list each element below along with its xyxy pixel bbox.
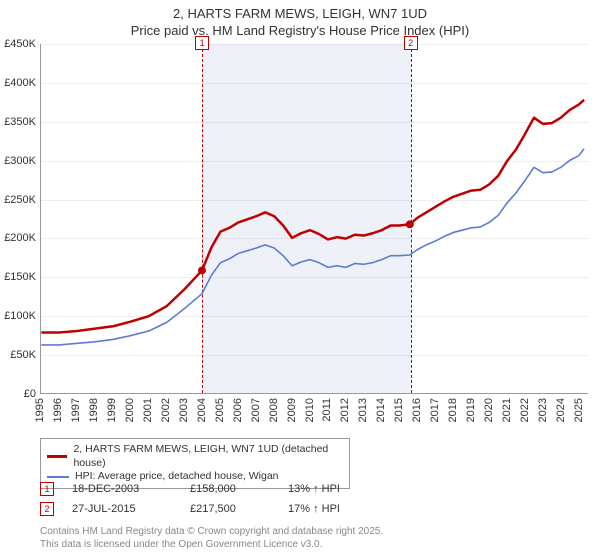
x-tick-label: 2017	[429, 398, 441, 422]
marker-dot	[406, 220, 414, 228]
x-tick-label: 1997	[70, 398, 82, 422]
legend-swatch	[47, 476, 69, 478]
x-tick-label: 2024	[555, 398, 567, 422]
x-tick-label: 2005	[214, 398, 226, 422]
line-series-svg	[41, 44, 588, 393]
y-tick-label: £400K	[0, 77, 36, 89]
title-line-2: Price paid vs. HM Land Registry's House …	[0, 23, 600, 40]
x-tick-label: 2019	[465, 398, 477, 422]
x-tick-label: 2009	[286, 398, 298, 422]
x-tick-label: 2002	[160, 398, 172, 422]
sale-row: 1 18-DEC-2003 £158,000 13% ↑ HPI	[40, 482, 588, 496]
sale-badge: 2	[40, 502, 54, 516]
plot-region: 12	[40, 44, 588, 394]
x-tick-label: 2001	[142, 398, 154, 422]
chart-title: 2, HARTS FARM MEWS, LEIGH, WN7 1UD Price…	[0, 0, 600, 40]
y-tick-label: £100K	[0, 310, 36, 322]
legend-label: 2, HARTS FARM MEWS, LEIGH, WN7 1UD (deta…	[73, 443, 343, 470]
x-tick-label: 2020	[483, 398, 495, 422]
series-line	[41, 149, 584, 345]
sale-records: 1 18-DEC-2003 £158,000 13% ↑ HPI 2 27-JU…	[40, 482, 588, 522]
x-tick-label: 2011	[321, 398, 333, 422]
sale-price: £158,000	[190, 483, 270, 495]
marker-dot	[198, 266, 206, 274]
x-tick-label: 2025	[573, 398, 585, 422]
sale-hpi: 13% ↑ HPI	[288, 483, 378, 495]
attribution-line-1: Contains HM Land Registry data © Crown c…	[40, 526, 383, 539]
x-tick-label: 2023	[537, 398, 549, 422]
sale-hpi: 17% ↑ HPI	[288, 503, 378, 515]
sale-date: 18-DEC-2003	[72, 483, 172, 495]
x-tick-label: 2007	[250, 398, 262, 422]
x-tick-label: 1995	[34, 398, 46, 422]
x-tick-label: 2018	[447, 398, 459, 422]
sale-badge: 1	[40, 482, 54, 496]
x-tick-label: 1998	[88, 398, 100, 422]
x-tick-label: 2013	[357, 398, 369, 422]
x-tick-label: 2021	[501, 398, 513, 422]
x-tick-label: 2008	[268, 398, 280, 422]
x-tick-label: 2004	[196, 398, 208, 422]
y-tick-label: £350K	[0, 116, 36, 128]
x-tick-label: 2022	[519, 398, 531, 422]
chart-area: 12	[40, 44, 588, 394]
x-tick-label: 2003	[178, 398, 190, 422]
x-tick-label: 2014	[375, 398, 387, 422]
attribution-line-2: This data is licensed under the Open Gov…	[40, 539, 383, 552]
y-tick-label: £150K	[0, 271, 36, 283]
x-tick-label: 2016	[411, 398, 423, 422]
y-tick-label: £250K	[0, 194, 36, 206]
legend-item: 2, HARTS FARM MEWS, LEIGH, WN7 1UD (deta…	[47, 443, 343, 470]
sale-price: £217,500	[190, 503, 270, 515]
sale-row: 2 27-JUL-2015 £217,500 17% ↑ HPI	[40, 502, 588, 516]
x-tick-label: 2015	[393, 398, 405, 422]
y-tick-label: £450K	[0, 38, 36, 50]
title-line-1: 2, HARTS FARM MEWS, LEIGH, WN7 1UD	[0, 6, 600, 23]
x-tick-label: 2010	[304, 398, 316, 422]
x-tick-label: 2006	[232, 398, 244, 422]
y-tick-label: £200K	[0, 232, 36, 244]
legend-swatch	[47, 455, 67, 458]
y-tick-label: £300K	[0, 155, 36, 167]
x-tick-label: 2000	[124, 398, 136, 422]
series-line	[41, 100, 584, 333]
x-tick-label: 2012	[339, 398, 351, 422]
attribution-text: Contains HM Land Registry data © Crown c…	[40, 526, 383, 551]
y-tick-label: £0	[0, 388, 36, 400]
x-tick-label: 1996	[52, 398, 64, 422]
y-tick-label: £50K	[0, 349, 36, 361]
sale-date: 27-JUL-2015	[72, 503, 172, 515]
x-tick-label: 1999	[106, 398, 118, 422]
